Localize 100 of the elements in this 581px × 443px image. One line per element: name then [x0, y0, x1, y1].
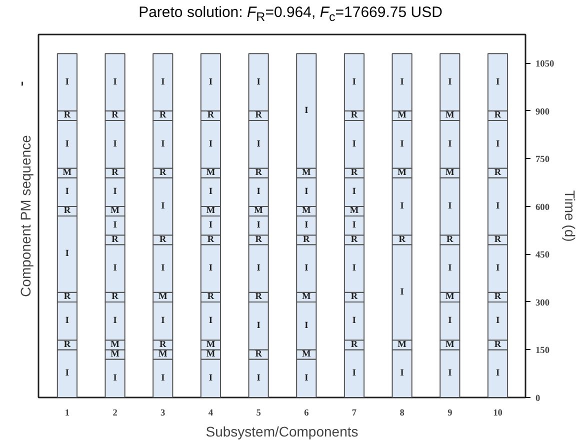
data-label: I — [304, 264, 309, 274]
y-tick-label: 300 — [536, 298, 550, 308]
y-tick-label: 600 — [536, 202, 550, 213]
data-label: R — [160, 110, 167, 121]
data-label: R — [398, 234, 406, 245]
data-label: I — [65, 77, 70, 88]
data-label: R — [350, 168, 358, 178]
data-label: I — [256, 320, 261, 331]
data-label: I — [256, 220, 261, 231]
data-label: I — [400, 368, 404, 379]
data-label: I — [352, 220, 356, 231]
data-label: I — [65, 249, 70, 260]
data-label: I — [161, 139, 166, 150]
x-axis-title: Subsystem/Components — [206, 424, 358, 440]
data-label: R — [255, 234, 262, 245]
data-label: M — [110, 340, 120, 350]
data-label: I — [113, 77, 118, 88]
data-label: R — [64, 110, 71, 121]
data-label: I — [208, 373, 213, 384]
data-label: I — [352, 77, 356, 88]
data-label: I — [161, 316, 166, 326]
x-tick-label: 9 — [448, 408, 453, 418]
data-label: I — [113, 220, 118, 231]
data-label: I — [304, 220, 309, 231]
data-label: I — [496, 139, 500, 150]
y-tick-label: 750 — [536, 155, 550, 166]
data-label: R — [494, 340, 502, 350]
y-tick-label: 0 — [536, 394, 540, 404]
data-label: I — [304, 187, 309, 198]
data-label: R — [207, 110, 214, 121]
x-tick-label: 5 — [256, 408, 262, 418]
data-label: R — [112, 110, 119, 121]
data-label: R — [494, 292, 502, 302]
data-label: R — [303, 234, 310, 245]
x-tick-label: 8 — [400, 408, 405, 418]
data-label: M — [398, 110, 407, 121]
x-tick-label: 3 — [160, 408, 166, 418]
data-label: R — [207, 292, 214, 302]
data-label: I — [161, 264, 166, 274]
data-label: I — [352, 264, 356, 274]
data-label: I — [65, 187, 70, 198]
data-label: I — [352, 316, 356, 326]
y2-axis-title: Time (d) — [562, 190, 578, 242]
data-label: R — [446, 234, 454, 245]
data-label: M — [158, 292, 168, 302]
data-label: M — [446, 110, 455, 121]
data-label: R — [64, 340, 71, 350]
data-label: I — [256, 139, 261, 150]
data-label: I — [113, 139, 118, 150]
data-label: I — [113, 316, 118, 326]
data-label: I — [352, 187, 356, 198]
data-label: R — [112, 234, 119, 245]
data-label: R — [64, 206, 71, 216]
data-label: I — [400, 77, 404, 88]
data-label: I — [208, 316, 213, 326]
data-label: I — [448, 264, 452, 274]
data-label: I — [352, 368, 356, 379]
y-tick-label: 900 — [536, 107, 550, 118]
data-label: I — [304, 106, 309, 116]
data-label: I — [496, 201, 500, 212]
data-label: R — [255, 110, 262, 121]
data-label: R — [494, 168, 502, 178]
data-label: I — [496, 77, 500, 88]
data-label: I — [113, 264, 118, 274]
data-label: M — [446, 340, 455, 350]
data-label: I — [496, 368, 500, 379]
data-label: R — [350, 234, 358, 245]
data-label: I — [113, 187, 118, 198]
data-label: I — [256, 264, 261, 274]
data-label: I — [496, 264, 500, 274]
data-label: I — [448, 201, 452, 212]
data-label: M — [302, 206, 311, 216]
data-label: R — [255, 350, 262, 360]
x-tick-label: 4 — [208, 408, 214, 418]
data-label: I — [448, 316, 452, 326]
data-label: M — [254, 206, 264, 216]
data-label: R — [64, 292, 71, 302]
data-label: M — [206, 350, 216, 360]
data-label: I — [65, 316, 70, 326]
data-label: I — [208, 77, 213, 88]
data-label: M — [206, 206, 216, 216]
x-tick-label: 10 — [493, 408, 503, 418]
data-label: R — [494, 110, 502, 121]
data-label: R — [350, 340, 358, 350]
data-label: M — [110, 350, 120, 360]
data-label: R — [112, 292, 119, 302]
x-tick-label: 1 — [64, 408, 70, 418]
y-tick-label: 450 — [536, 250, 550, 261]
data-label: R — [160, 168, 167, 178]
data-label: I — [208, 139, 213, 150]
data-label: I — [161, 77, 166, 88]
data-label: I — [400, 201, 404, 212]
data-label: I — [256, 77, 261, 88]
chart-title: Pareto solution: F$_{R}$=0.964, F$_{c}$=17669.75 USD — [138, 3, 442, 26]
x-tick-label: 7 — [352, 408, 357, 418]
data-label: M — [350, 206, 359, 216]
data-label: R — [160, 234, 167, 245]
data-label: I — [352, 139, 356, 150]
data-label: R — [207, 234, 214, 245]
data-label: I — [113, 373, 118, 384]
